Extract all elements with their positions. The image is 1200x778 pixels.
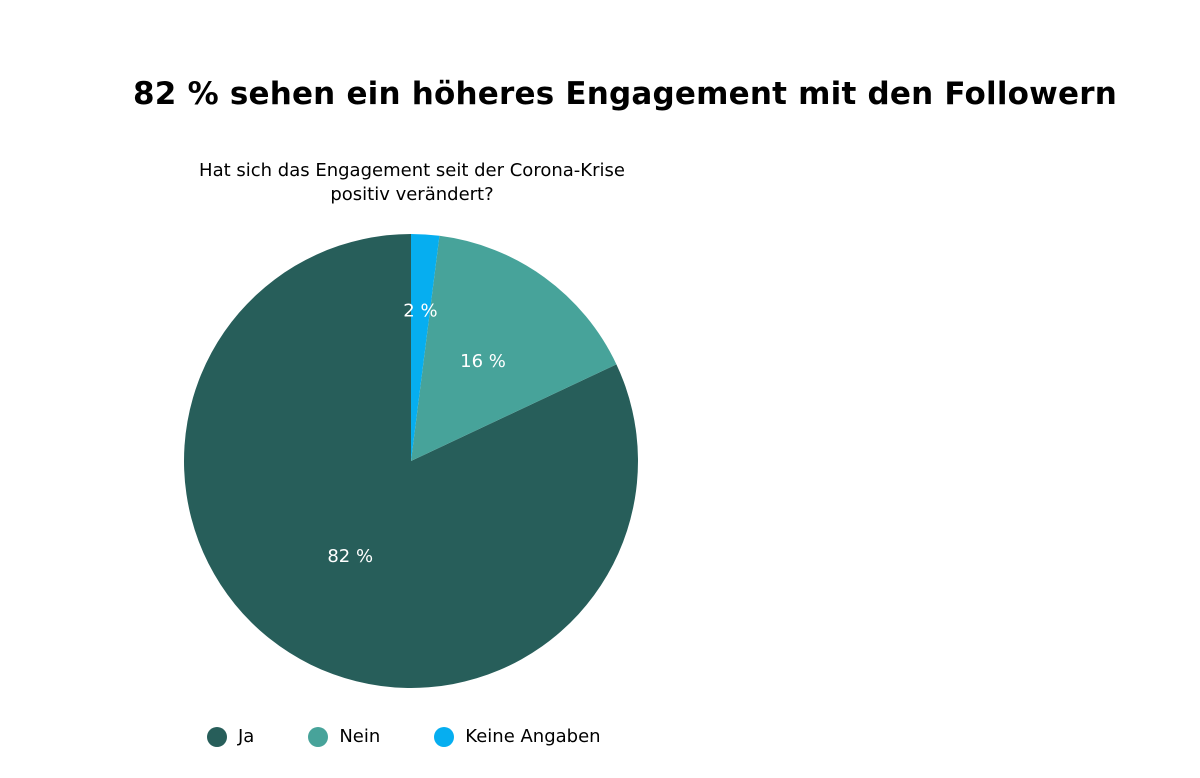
pie-slice-nein[interactable] xyxy=(411,235,617,461)
chart-title-line-1: Hat sich das Engagement seit der Corona-… xyxy=(199,160,625,181)
pie-slice-ja[interactable] xyxy=(183,234,638,688)
page-title: 82 % sehen ein höheres Engagement mit de… xyxy=(133,76,1117,112)
pie-slice-keine-angaben[interactable] xyxy=(411,234,440,461)
legend-item-nein[interactable]: Nein xyxy=(308,726,380,747)
legend-swatch-ja xyxy=(207,726,227,747)
legend-swatch-nein xyxy=(308,726,329,747)
legend-item-ja[interactable]: Ja xyxy=(207,726,254,747)
pie-label-keine-angaben: 2 % xyxy=(403,300,437,321)
legend-swatch-keine-angaben xyxy=(434,726,455,747)
legend-label-keine-angaben: Keine Angaben xyxy=(465,726,601,747)
pie-label-ja: 82 % xyxy=(327,546,373,567)
legend: Ja Nein Keine Angaben xyxy=(207,726,601,747)
chart-title: Hat sich das Engagement seit der Corona-… xyxy=(160,159,664,207)
chart-title-line-2: positiv verändert? xyxy=(330,184,494,205)
legend-item-keine-angaben[interactable]: Keine Angaben xyxy=(434,726,601,747)
legend-label-ja: Ja xyxy=(238,726,255,747)
legend-label-nein: Nein xyxy=(339,726,381,747)
pie-label-nein: 16 % xyxy=(460,351,506,372)
